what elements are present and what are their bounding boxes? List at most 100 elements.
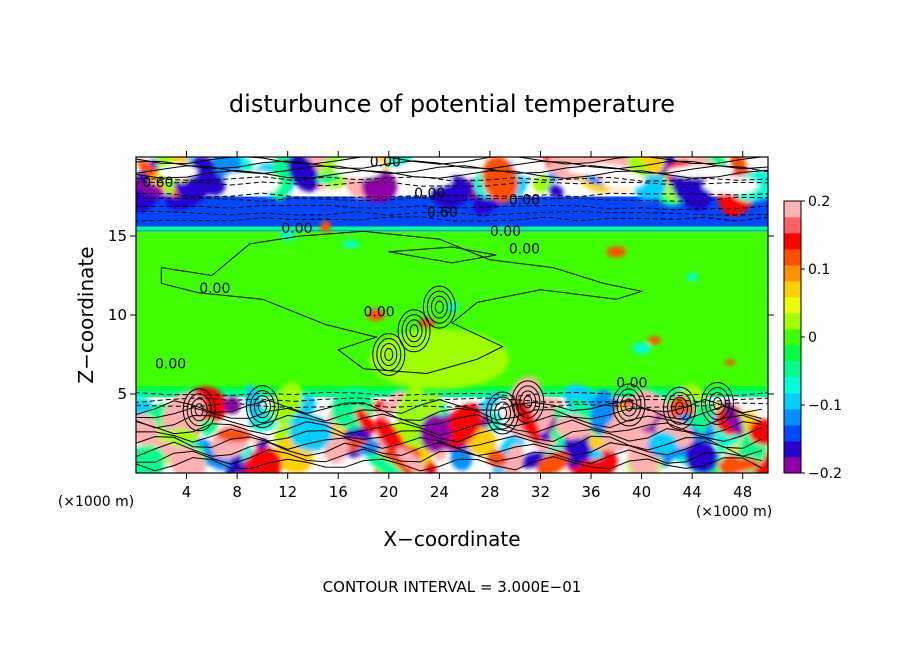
zero-contour-main <box>160 230 644 375</box>
bottom-blob-72 <box>376 389 404 424</box>
cluster-contour-0-2 <box>186 393 212 427</box>
dashed-contour-6 <box>136 176 768 182</box>
colorbar-tick-label-3: −0.1 <box>808 398 842 414</box>
top-contour-3 <box>136 157 766 165</box>
top-gap-1 <box>667 165 734 179</box>
bottom-blob-110 <box>513 396 541 443</box>
dashed-contour-1 <box>136 210 768 217</box>
x-axis: 4 8 12 16 20 24 28 32 36 40 44 48 <box>182 151 752 501</box>
mid-speck-2 <box>342 240 360 248</box>
cluster-contour-9-3 <box>372 333 406 376</box>
top-blob-58 <box>361 169 398 203</box>
zero-contour-inner <box>388 246 497 264</box>
dashed-contour-4 <box>136 192 768 198</box>
y-axis: 5 10 15 <box>108 227 774 403</box>
mid-speck-7 <box>606 246 627 258</box>
cluster-contour-5-1 <box>671 396 689 420</box>
top-gap-7 <box>601 172 645 190</box>
bottom-contour-5 <box>136 419 762 436</box>
bottom-contour-1 <box>136 448 762 465</box>
cluster-contour-5-3 <box>663 386 697 430</box>
x-tick-label-8: 36 <box>581 483 600 501</box>
cluster-contour-4-3 <box>612 383 646 427</box>
x-tick-label-9: 40 <box>632 483 651 501</box>
x-tick-label-1: 8 <box>232 483 242 501</box>
dashed-contour-8 <box>136 397 768 404</box>
cluster-contour-3-3 <box>511 380 545 424</box>
dashed-contour-9 <box>136 391 768 397</box>
cluster-contour-9-0 <box>384 348 394 361</box>
x-tick-label-11: 48 <box>733 483 752 501</box>
colorbar-tick-label-2: 0 <box>808 330 817 346</box>
x-unit-left: (×1000 m) <box>58 494 134 510</box>
bottom-blob-146 <box>169 446 206 473</box>
x-tick-label-7: 32 <box>531 483 550 501</box>
contour-label-6: 0.00 <box>490 224 521 240</box>
mid-speck-11 <box>724 359 736 366</box>
colorbar-tick-label-0: 0.2 <box>808 194 830 210</box>
colorbar-swatch-15 <box>784 217 801 234</box>
central-plume <box>369 329 510 390</box>
cluster-contour-3-0 <box>523 395 533 409</box>
colorbar-swatch-7 <box>784 345 801 362</box>
colorbar-swatch-16 <box>784 201 801 218</box>
top-blob-53 <box>136 179 166 198</box>
y-axis-label: Z−coordinate <box>74 246 98 383</box>
contour-labels: 0.000.600.000.600.000.00 0.000.000.000.00… <box>142 155 647 392</box>
colorbar: 0.2 0.1 0 −0.1 −0.2 <box>783 194 842 482</box>
cluster-contour-6-2 <box>704 386 730 420</box>
cluster-contour-5-2 <box>667 391 693 425</box>
cluster-contour-0-3 <box>182 388 216 432</box>
cluster-contour-4-1 <box>620 393 638 417</box>
bottom-blob-141 <box>590 389 613 435</box>
cluster-contour-2-1 <box>494 401 512 425</box>
colorbar-swatch-14 <box>784 233 801 250</box>
x-tick-label-4: 20 <box>379 483 398 501</box>
cluster-contour-8-3 <box>397 309 431 353</box>
cluster-contour-1-0 <box>257 400 267 414</box>
bottom-blob-137 <box>441 403 483 449</box>
cluster-contour-6-0 <box>712 396 722 410</box>
cluster-contour-0-1 <box>190 398 208 422</box>
x-tick-label-0: 4 <box>182 483 192 501</box>
cluster-contour-9-1 <box>380 343 398 366</box>
top-blob-31 <box>548 184 564 198</box>
x-unit-right: (×1000 m) <box>696 504 772 520</box>
bottom-blob-57 <box>504 443 524 473</box>
cluster-contour-6-3 <box>700 381 734 425</box>
mid-speck-3 <box>367 309 386 321</box>
cluster-contour-5-0 <box>675 401 685 415</box>
field-layer-fringe-top <box>136 226 768 231</box>
x-axis-label: X−coordinate <box>383 527 520 551</box>
contour-label-4: 0.00 <box>509 192 540 208</box>
field-layer-1 <box>136 390 768 398</box>
y-tick-label-2: 15 <box>108 227 127 245</box>
x-tick-label-3: 16 <box>329 483 348 501</box>
contour-label-9: 0.00 <box>364 305 395 321</box>
contour-label-1: 0.60 <box>142 175 173 191</box>
bottom-blob-115 <box>395 447 427 473</box>
colorbar-swatch-2 <box>784 425 801 442</box>
colorbar-swatch-6 <box>784 361 801 378</box>
colorbar-swatch-13 <box>784 249 801 266</box>
mid-speck-10 <box>686 272 698 282</box>
dashed-contour-0 <box>136 216 768 222</box>
mid-speck-8 <box>632 342 652 354</box>
bottom-blob-100 <box>324 435 349 464</box>
cluster-contour-7-1 <box>430 295 448 319</box>
colorbar-swatch-8 <box>784 329 801 346</box>
colorbar-swatch-12 <box>784 265 801 282</box>
contour-label-5: 0.00 <box>281 221 312 237</box>
contour-label-0: 0.00 <box>370 155 401 171</box>
colorbar-tick-label-4: −0.2 <box>808 466 842 482</box>
bottom-contour-2 <box>136 441 762 458</box>
bottom-contour-4 <box>136 426 762 443</box>
dashed-contour-7 <box>136 402 768 409</box>
cluster-contour-8-0 <box>409 324 419 338</box>
bottom-contour-7 <box>136 405 762 422</box>
dashed-contour-5 <box>136 181 768 187</box>
cluster-contour-1-1 <box>253 395 271 419</box>
bottom-blob-84 <box>486 449 507 468</box>
top-contour-0 <box>136 169 768 179</box>
